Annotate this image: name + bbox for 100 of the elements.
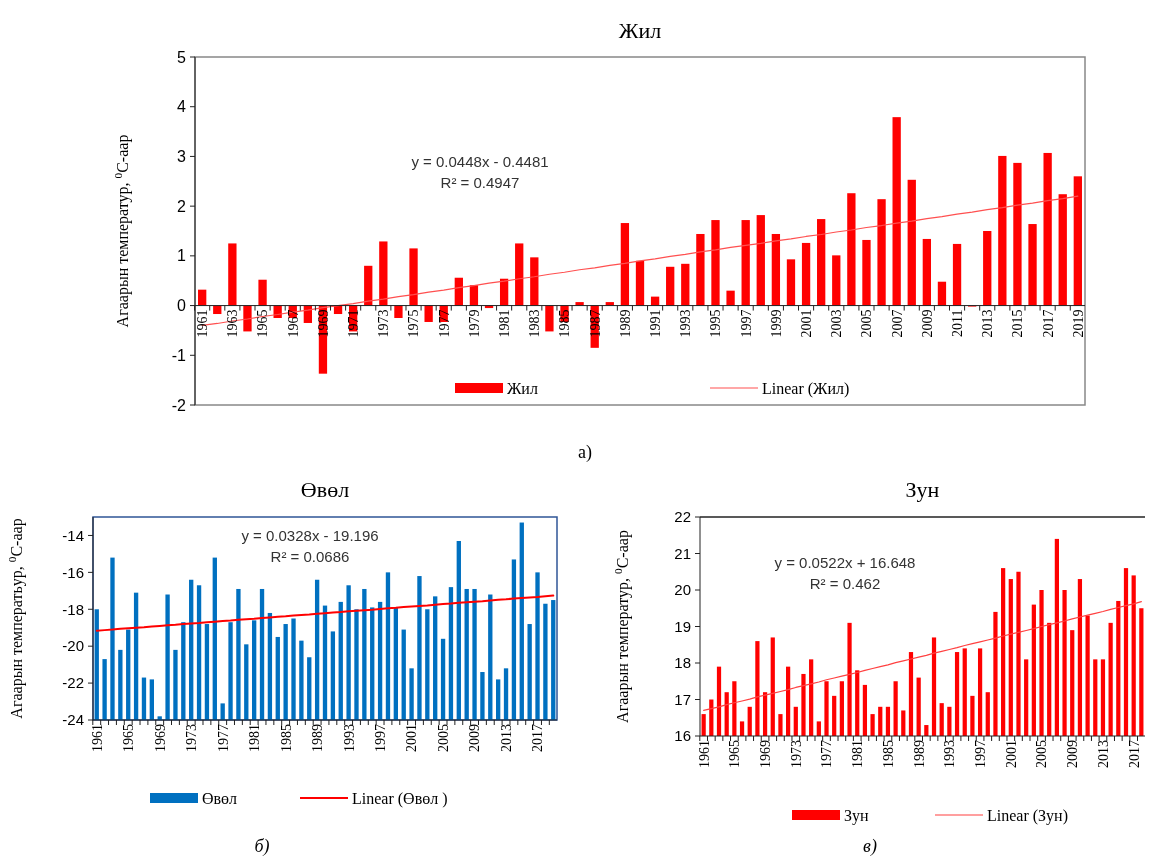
y-tick-label: 18	[674, 654, 691, 672]
x-tick-label: 2005	[859, 309, 875, 338]
bar	[711, 220, 720, 306]
bar	[511, 559, 517, 720]
x-tick-label: 1993	[942, 740, 958, 768]
bar	[472, 588, 477, 720]
annotation: R² = 0.4947	[440, 174, 520, 191]
x-tick-label: 1961	[696, 740, 712, 768]
bar	[952, 243, 962, 306]
bar	[620, 223, 630, 306]
bar	[907, 179, 916, 306]
x-tick-label: 1979	[466, 309, 482, 338]
x-tick-label: 1995	[708, 309, 724, 338]
bar	[922, 238, 931, 306]
y-tick-label: -20	[62, 637, 84, 655]
bar	[503, 668, 509, 720]
bar	[545, 305, 554, 332]
bar	[519, 522, 524, 720]
bar	[488, 594, 493, 720]
y-tick-label: -2	[171, 396, 187, 414]
x-tick-label: 2001	[798, 309, 814, 338]
bar	[394, 305, 403, 318]
bar	[338, 601, 343, 720]
bar	[535, 572, 540, 720]
x-tick-label: 1985	[557, 309, 573, 338]
x-tick-label: 2001	[404, 724, 420, 752]
bar	[424, 305, 433, 322]
bar	[275, 636, 280, 720]
x-tick-label: 2013	[1095, 740, 1111, 768]
bar	[118, 649, 123, 720]
chart-title: Өвөл	[300, 477, 350, 502]
y-tick-label: 3	[177, 148, 187, 166]
bar	[267, 612, 273, 720]
x-tick-label: 1999	[768, 309, 784, 338]
x-tick-label: 1989	[911, 740, 927, 768]
x-tick-label: 1989	[310, 724, 326, 752]
y-tick-label: 21	[674, 544, 691, 562]
bar	[385, 572, 391, 720]
x-tick-label: 1969	[757, 740, 773, 768]
y-tick-label: 19	[674, 617, 691, 635]
bar	[204, 624, 210, 720]
bar	[635, 260, 645, 306]
bar	[228, 622, 233, 720]
y-tick-label: 16	[674, 727, 691, 745]
chart-title: Жил	[618, 18, 662, 43]
x-tick-label: 1965	[255, 309, 271, 338]
y-tick-label: -22	[62, 674, 84, 692]
bar	[425, 609, 430, 720]
x-tick-label: 1993	[678, 309, 694, 338]
legend-label: Linear (Өвөл )	[352, 789, 448, 808]
chart-title: Зун	[905, 477, 940, 502]
bar	[322, 605, 328, 720]
legend-label: Жил	[507, 379, 538, 397]
y-tick-label: 22	[674, 508, 691, 526]
x-tick-label: 1997	[972, 740, 988, 768]
x-tick-label: 1985	[880, 740, 896, 768]
bar	[937, 281, 947, 306]
y-tick-label: -16	[62, 563, 84, 581]
bar	[283, 624, 288, 720]
bar	[496, 679, 501, 720]
bar	[543, 603, 548, 720]
x-tick-label: 1965	[121, 724, 137, 752]
x-tick-label: 2015	[1010, 309, 1026, 338]
bar	[464, 588, 469, 720]
text: б)	[254, 836, 270, 857]
x-tick-label: 2001	[1003, 740, 1019, 768]
x-tick-label: 2003	[829, 309, 845, 338]
bar	[1043, 152, 1052, 306]
bar	[480, 672, 485, 720]
bar	[228, 243, 237, 306]
y-tick-label: -1	[171, 346, 187, 364]
annotation: y = 0.0448x - 0.4481	[411, 153, 549, 170]
bar	[817, 219, 826, 306]
bar	[440, 638, 446, 720]
bar	[165, 594, 170, 720]
x-tick-label: 1977	[215, 724, 231, 752]
legend-label: Өвөл	[202, 789, 238, 807]
bar	[110, 557, 115, 720]
x-tick-label: 1985	[278, 724, 294, 752]
bar	[354, 609, 359, 720]
bar	[741, 220, 750, 306]
bar	[196, 585, 202, 720]
bar	[94, 609, 99, 720]
bar	[983, 231, 992, 306]
x-tick-label: 2017	[530, 724, 546, 752]
x-tick-label: 1989	[617, 309, 633, 338]
x-tick-label: 1973	[376, 309, 392, 338]
x-tick-label: 1967	[285, 309, 301, 338]
bar	[417, 576, 422, 720]
legend-label: Linear (Жил)	[762, 379, 850, 398]
bar	[1028, 224, 1037, 306]
x-tick-label: 2019	[1070, 309, 1086, 338]
bar	[102, 659, 107, 720]
bar	[126, 629, 131, 720]
x-tick-label: 1965	[727, 740, 743, 768]
bar	[892, 117, 901, 306]
x-tick-label: 2005	[435, 724, 451, 752]
x-tick-label: 2011	[949, 309, 965, 338]
bar	[236, 588, 241, 720]
bar	[530, 257, 539, 306]
